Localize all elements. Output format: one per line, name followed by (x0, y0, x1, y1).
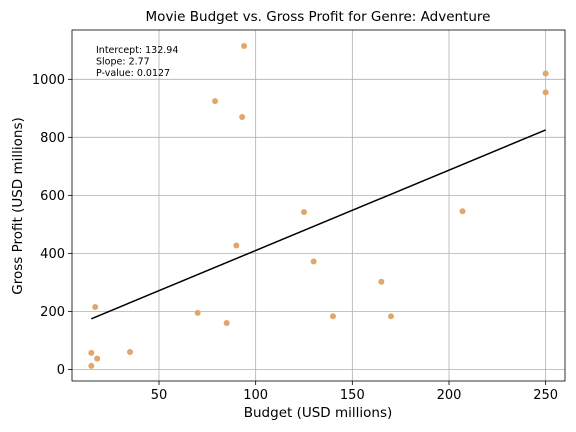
data-point (301, 209, 307, 216)
plot-frame (71, 29, 566, 382)
data-point (88, 349, 95, 356)
y-tick-label: 200 (40, 305, 65, 320)
y-axis-label: Gross Profit (USD millions) (10, 117, 26, 295)
annotation-line: P-value: 0.0127 (96, 68, 170, 79)
y-tick-label: 800 (40, 131, 65, 146)
x-tick-label: 250 (533, 388, 558, 403)
data-points (88, 42, 549, 369)
data-point (388, 313, 394, 320)
data-point (330, 313, 336, 320)
data-point (88, 362, 95, 369)
regression-line (91, 129, 546, 320)
chart-title: Movie Budget vs. Gross Profit for Genre:… (146, 9, 491, 25)
x-tick-label: 50 (151, 388, 168, 403)
x-axis-label: Budget (USD millions) (244, 405, 393, 421)
annotation-line: Slope: 2.77 (96, 57, 150, 68)
y-tick-label: 1000 (32, 73, 65, 88)
data-point (310, 258, 317, 265)
x-tick-label: 150 (340, 388, 365, 403)
regression-layer (91, 129, 546, 320)
data-point (223, 319, 230, 326)
data-point (194, 309, 201, 316)
data-point (94, 355, 101, 362)
data-point (378, 278, 385, 285)
annotation-line: Intercept: 132.94 (96, 45, 178, 56)
data-point (542, 70, 549, 77)
data-point (92, 304, 99, 311)
axis-ticks: 50 100 150 200 250 0 200 400 600 800 1000 (32, 73, 558, 403)
data-point (212, 98, 219, 105)
y-tick-label: 600 (40, 189, 65, 204)
grid-lines (72, 30, 565, 381)
x-tick-label: 100 (243, 388, 268, 403)
y-tick-label: 0 (57, 363, 65, 378)
data-point (127, 348, 133, 355)
y-tick-label: 400 (40, 247, 65, 262)
data-point (241, 42, 248, 49)
data-point (233, 242, 240, 249)
data-point (459, 208, 466, 215)
x-tick-label: 200 (437, 388, 462, 403)
data-point (542, 89, 549, 96)
data-point (239, 114, 246, 121)
